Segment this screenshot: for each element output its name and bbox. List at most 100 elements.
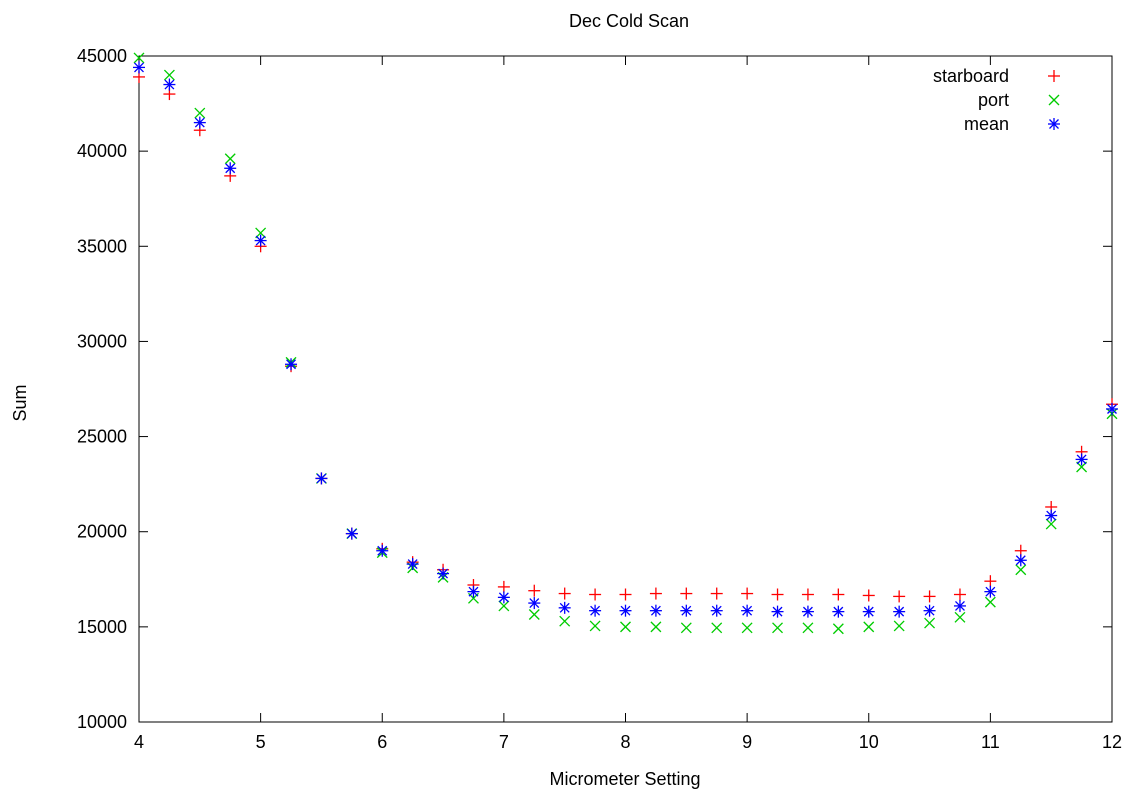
mean-point (497, 591, 510, 604)
series-starboard (133, 70, 1118, 603)
legend-marker-port (1048, 94, 1060, 106)
legend-label-port: port (978, 90, 1009, 110)
starboard-point (953, 588, 966, 601)
mean-point (710, 604, 723, 617)
x-axis-label: Micrometer Setting (549, 769, 700, 789)
port-point (711, 622, 723, 634)
starboard-point (497, 580, 510, 593)
port-point (741, 622, 753, 634)
y-tick-label: 10000 (77, 712, 127, 732)
starboard-point (832, 588, 845, 601)
port-point (802, 622, 814, 634)
mean-point (1075, 453, 1088, 466)
port-point (1076, 461, 1088, 473)
starboard-point (984, 575, 997, 588)
mean-point (285, 358, 298, 371)
port-point (194, 107, 206, 119)
starboard-point (741, 587, 754, 600)
mean-point (923, 604, 936, 617)
x-tick-label: 7 (499, 732, 509, 752)
starboard-point (558, 587, 571, 600)
port-point (1015, 564, 1027, 576)
port-point (498, 600, 510, 612)
mean-point (254, 234, 267, 247)
port-point (620, 621, 631, 633)
starboard-point (589, 588, 602, 601)
port-point (528, 609, 540, 620)
port-point (559, 615, 571, 627)
mean-point (224, 162, 237, 175)
port-point (224, 153, 236, 165)
port-point (589, 620, 601, 632)
y-tick-label: 45000 (77, 46, 127, 66)
mean-point (558, 601, 571, 614)
legend-label-mean: mean (964, 114, 1009, 134)
mean-point (1045, 509, 1058, 522)
data-points (133, 52, 1118, 635)
port-point (772, 622, 783, 634)
mean-point (893, 605, 906, 618)
mean-point (437, 567, 450, 580)
mean-point (467, 585, 480, 598)
mean-point (133, 61, 145, 74)
mean-point (376, 544, 389, 557)
x-tick-label: 11 (981, 732, 1000, 752)
mean-point (406, 558, 419, 571)
mean-point (315, 472, 328, 485)
starboard-point (710, 587, 723, 600)
mean-point (193, 116, 206, 129)
x-tick-label: 5 (256, 732, 266, 752)
port-point (984, 596, 996, 608)
x-tick-label: 6 (377, 732, 387, 752)
y-axis-label: Sum (10, 384, 30, 421)
y-tick-label: 20000 (77, 522, 127, 542)
port-point (680, 622, 692, 634)
starboard-point (649, 587, 662, 600)
x-tick-label: 10 (859, 732, 879, 752)
starboard-point (862, 589, 875, 602)
legend-marker-starboard (1048, 70, 1060, 82)
port-point (133, 52, 145, 64)
chart-title: Dec Cold Scan (569, 11, 689, 31)
port-point (650, 621, 662, 633)
mean-point (163, 78, 176, 91)
port-point (893, 620, 905, 632)
mean-point (832, 605, 845, 618)
port-point (255, 227, 267, 239)
legend-marker-mean (1048, 118, 1060, 130)
x-tick-label: 8 (620, 732, 630, 752)
port-point (1045, 518, 1057, 530)
x-tick-label: 12 (1102, 732, 1122, 752)
plot-frame (138, 55, 1113, 723)
port-point (163, 69, 175, 81)
starboard-point (801, 588, 814, 601)
port-point (832, 623, 844, 635)
series-mean (133, 61, 1118, 618)
y-tick-label: 15000 (77, 617, 127, 637)
port-point (954, 611, 966, 623)
x-tick-label: 9 (742, 732, 752, 752)
axis-ticks: 4 5 6 7 8 9 10 11 12 10000 15000 20000 25000 30000 350… (77, 46, 1122, 752)
mean-point (1014, 554, 1027, 567)
axes (138, 55, 1113, 723)
mean-point (984, 585, 997, 598)
mean-point (862, 605, 875, 618)
legend: starboard port mean (933, 66, 1060, 134)
mean-point (953, 599, 966, 612)
mean-point (801, 605, 814, 618)
port-point (924, 617, 936, 629)
legend-label-starboard: starboard (933, 66, 1009, 86)
starboard-point (923, 590, 936, 603)
mean-point (619, 604, 632, 617)
starboard-point (771, 588, 784, 601)
mean-point (528, 597, 541, 610)
mean-point (649, 604, 662, 617)
y-tick-label: 25000 (77, 427, 127, 447)
starboard-point (619, 588, 632, 601)
starboard-point (893, 590, 906, 603)
y-tick-label: 40000 (77, 141, 127, 161)
starboard-point (528, 584, 541, 597)
mean-point (345, 527, 358, 540)
mean-point (771, 605, 784, 618)
